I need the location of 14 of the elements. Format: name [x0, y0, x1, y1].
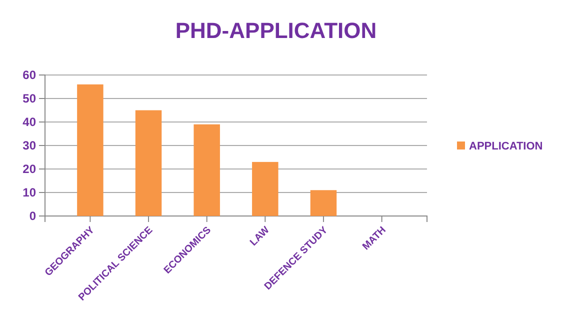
y-tick-label: 40	[22, 114, 36, 129]
y-tick-label: 0	[29, 208, 36, 223]
legend-label: APPLICATION	[469, 140, 543, 152]
bar	[194, 124, 220, 216]
bar	[310, 190, 337, 216]
y-tick-label: 10	[22, 185, 36, 200]
y-tick-label: 20	[22, 162, 36, 176]
y-tick-label: 30	[22, 138, 36, 152]
bar	[252, 162, 278, 216]
bar	[77, 84, 104, 216]
y-tick-label: 60	[22, 68, 36, 82]
y-tick-label: 50	[22, 91, 36, 106]
bar	[135, 110, 162, 216]
chart-title: PHD-APPLICATION	[175, 18, 377, 43]
